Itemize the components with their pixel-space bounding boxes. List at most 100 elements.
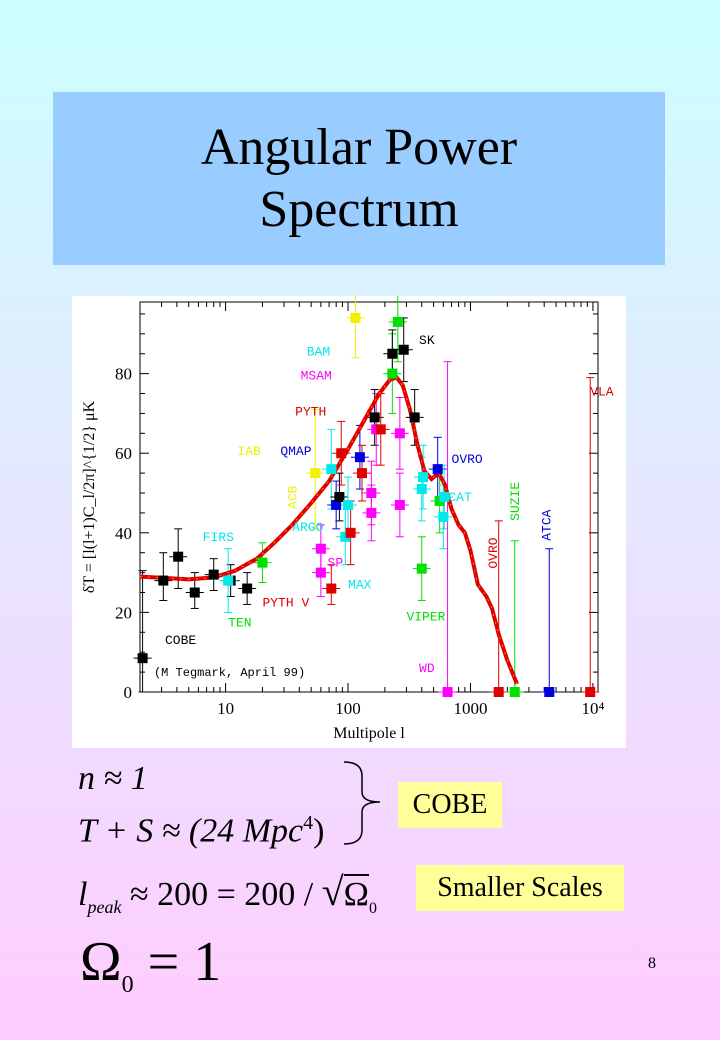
- label-layer: COBE FIRS TEN PYTH V IAB QMAP PYTH MSAM BAM ARGO S…: [154, 333, 614, 680]
- theory-curve-highlight: [139, 377, 518, 685]
- data-point: [336, 448, 347, 459]
- experiment-label: PYTH V: [262, 595, 309, 610]
- curve-layer: [139, 375, 519, 685]
- y-tick-label: 20: [115, 603, 132, 622]
- right-brace-icon: [343, 761, 381, 845]
- y-tick-label: 60: [115, 444, 132, 463]
- data-point: [509, 687, 520, 697]
- equation-omega-big-sub: 0: [121, 972, 134, 999]
- equation-n: n ≈ 1: [78, 760, 148, 798]
- data-point: [493, 687, 504, 697]
- data-point: [432, 464, 443, 475]
- experiment-label: MSAM: [301, 369, 332, 384]
- power-spectrum-chart: 10 100 1000 10⁴ 0 20 40 60 80 Multipole l δT = [l(…: [81, 296, 614, 742]
- data-point: [438, 511, 449, 522]
- experiment-label-rotated: OVRO: [486, 537, 501, 568]
- experiment-label: MAX: [348, 578, 372, 593]
- data-point: [242, 583, 253, 594]
- data-point: [409, 412, 420, 423]
- chart-panel: 10 100 1000 10⁴ 0 20 40 60 80 Multipole l δT = [l(…: [72, 296, 626, 748]
- equation-omega-zero: Ω0 = 1: [80, 930, 221, 999]
- equation-ts-mpc: Mpc: [242, 812, 304, 850]
- data-point: [585, 687, 596, 697]
- experiment-label-rotated: SUZIE: [508, 482, 523, 521]
- data-point: [189, 587, 200, 598]
- data-point: [158, 575, 169, 586]
- experiment-label: SK: [419, 333, 435, 348]
- experiment-label: WD: [419, 661, 435, 676]
- equation-t-plus-s: T + S ≈ (24 Mpc4): [78, 812, 324, 850]
- data-point: [326, 464, 337, 475]
- experiment-label: VIPER: [406, 609, 445, 624]
- axes-layer: 10 100 1000 10⁴ 0 20 40 60 80 Multipole l δT = [l(…: [81, 301, 604, 742]
- equation-lpeak-l: l: [78, 876, 88, 913]
- data-point: [223, 575, 234, 586]
- data-point: [394, 499, 405, 510]
- x-tick-label: 10⁴: [581, 699, 604, 718]
- data-point: [326, 583, 337, 594]
- data-point: [544, 687, 555, 697]
- experiment-label: PYTH: [295, 404, 326, 419]
- plot-frame: [139, 301, 599, 693]
- data-point: [366, 488, 377, 499]
- equation-lpeak-omega: Ω: [343, 874, 369, 913]
- experiment-label: CAT: [448, 490, 472, 505]
- data-point: [208, 569, 219, 580]
- experiment-label: OVRO: [452, 452, 483, 467]
- data-point: [416, 484, 427, 495]
- data-point: [173, 551, 184, 562]
- equation-ts-left: T + S ≈ (24: [78, 812, 243, 850]
- experiment-label: SP: [328, 556, 344, 571]
- data-point: [340, 531, 351, 542]
- data-point: [310, 468, 321, 479]
- data-point: [345, 527, 356, 538]
- page-number: 8: [648, 955, 656, 972]
- slide-title-line-1: Angular Power: [200, 118, 518, 176]
- equation-n-text: n ≈ 1: [78, 760, 148, 797]
- data-point: [392, 316, 403, 327]
- data-point: [418, 472, 429, 483]
- data-point: [375, 424, 386, 435]
- data-point: [354, 452, 365, 463]
- cobe-label-text: COBE: [412, 789, 488, 820]
- experiment-label: TEN: [228, 615, 251, 630]
- x-tick-label: 10: [217, 699, 234, 718]
- equation-lpeak-omega-sub: 0: [368, 899, 377, 917]
- smaller-scales-label-text: Smaller Scales: [437, 872, 603, 903]
- data-point: [343, 499, 354, 510]
- chart-annotation: (M Tegmark, April 99): [154, 666, 305, 680]
- data-point: [398, 344, 409, 355]
- data-point: [334, 492, 345, 502]
- data-point: [387, 348, 398, 359]
- x-tick-label: 1000: [453, 699, 487, 718]
- data-point: [369, 412, 380, 423]
- experiment-label: VLA: [590, 385, 614, 400]
- equation-omega-big-rhs: = 1: [133, 931, 222, 993]
- equation-l-peak: lpeak ≈ 200 = 200 / √Ω0: [78, 868, 377, 918]
- experiment-label: ARGO: [292, 520, 323, 535]
- y-tick-label: 40: [115, 524, 132, 543]
- cobe-label-box: COBE: [398, 782, 502, 828]
- experiment-label: FIRS: [203, 530, 234, 545]
- experiment-label-rotated: ATCA: [539, 509, 554, 540]
- data-point: [387, 368, 398, 379]
- data-point: [439, 492, 450, 502]
- experiment-label: COBE: [165, 633, 196, 648]
- equation-lpeak-mid: ≈ 200 = 200 /: [121, 876, 322, 913]
- equation-omega-big: Ω: [80, 931, 122, 993]
- y-tick-label: 0: [124, 683, 133, 702]
- sqrt-icon: √: [321, 869, 344, 914]
- experiment-label: QMAP: [280, 444, 311, 459]
- data-point: [366, 507, 377, 518]
- equation-ts-right: ): [313, 812, 325, 850]
- data-point: [315, 567, 326, 578]
- smaller-scales-label-box: Smaller Scales: [416, 865, 624, 911]
- title-box: Angular Power Spectrum: [53, 92, 665, 265]
- data-point: [356, 468, 367, 479]
- slide-title-line-2: Spectrum: [259, 180, 459, 238]
- experiment-label: IAB: [237, 444, 261, 459]
- y-axis-label: δT = [l(l+1)C_l/2π]^{1/2} μK: [81, 400, 98, 593]
- equation-ts-exponent: 4: [303, 812, 314, 834]
- data-point: [350, 312, 361, 323]
- experiment-label: BAM: [307, 345, 330, 360]
